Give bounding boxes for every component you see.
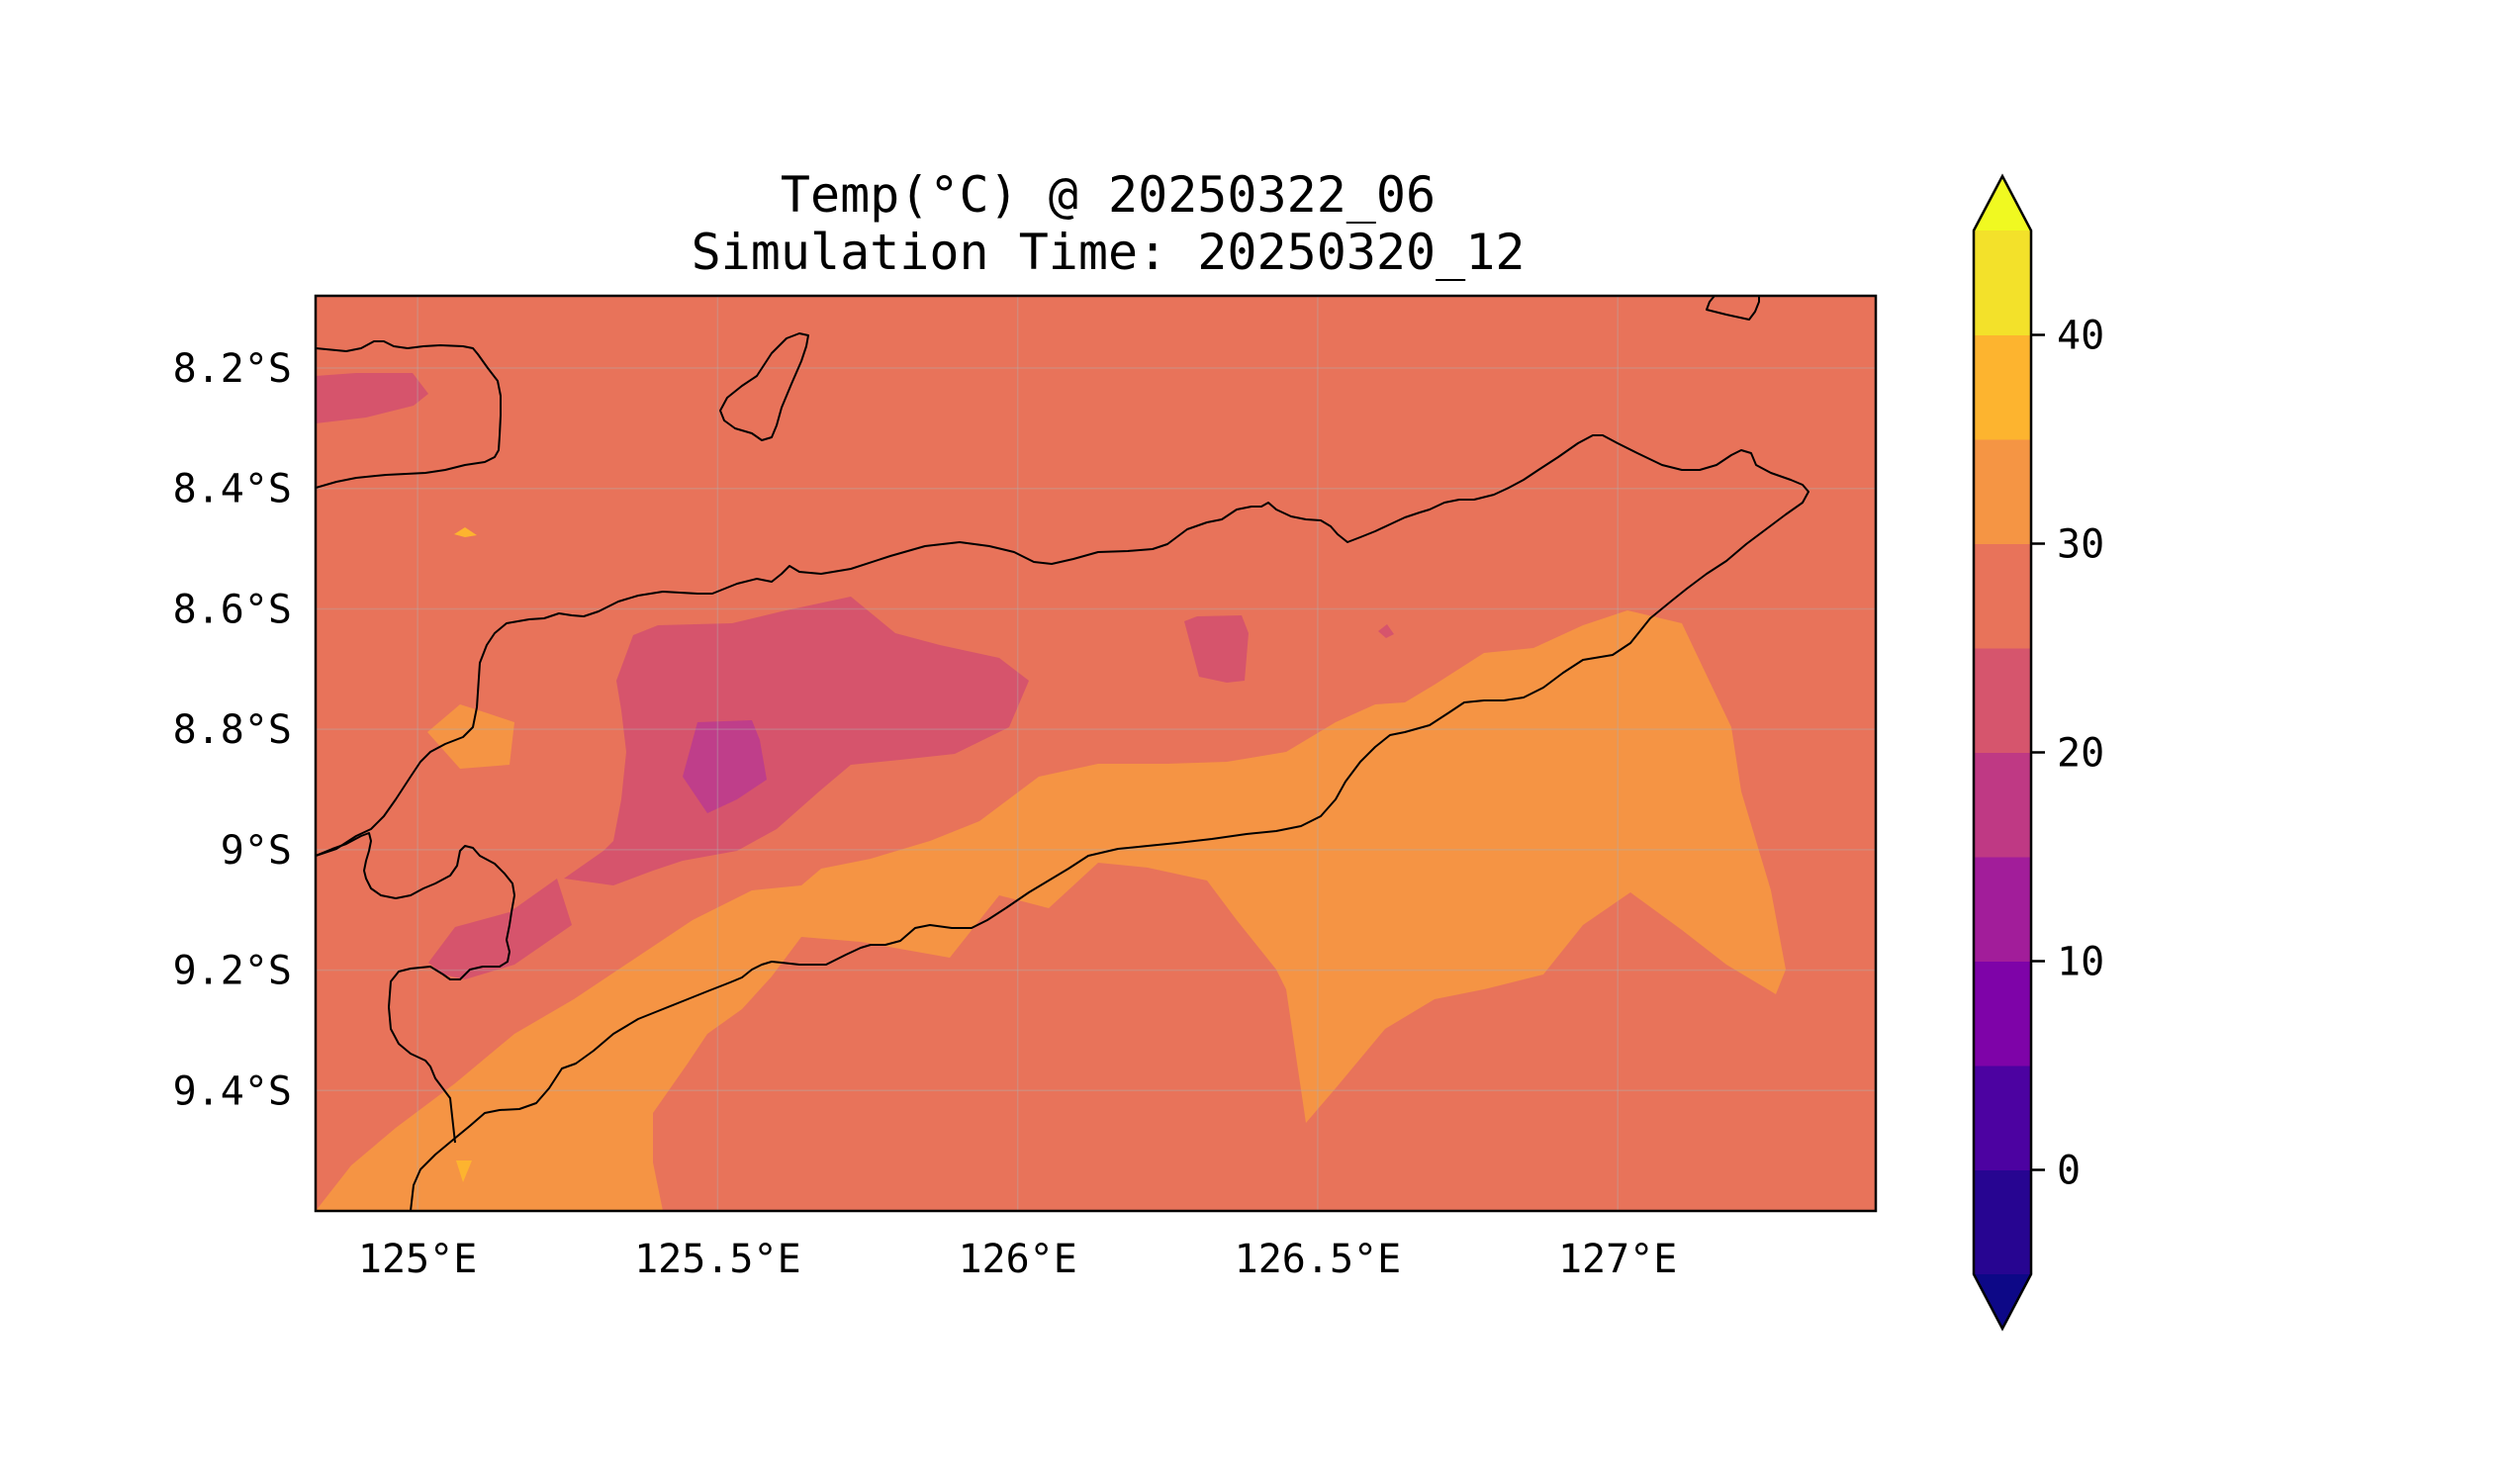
colorbar-segment <box>1974 1169 2031 1275</box>
y-tick-label: 9.2°S <box>173 949 292 994</box>
colorbar-segment <box>1974 439 2031 544</box>
timor-coastline <box>316 434 1809 1211</box>
contour-fill-20-25-speck <box>1378 624 1394 638</box>
y-tick-label: 9°S <box>221 828 292 874</box>
contour-fill-35-40-speck <box>456 1160 472 1182</box>
y-axis: 8.2°S 8.4°S 8.6°S 8.8°S 9°S 9.2°S 9.4°S <box>173 346 292 1114</box>
colorbar-tick-label: 30 <box>2057 522 2104 568</box>
contour-fill-35-40-speck <box>454 527 477 537</box>
colorbar-segment <box>1974 961 2031 1067</box>
contour-fill-30-35-south <box>316 610 1786 1211</box>
colorbar-segment <box>1974 857 2031 962</box>
map-title-line1: Temp(°C) @ 20250322_06 <box>780 166 1437 224</box>
contour-fill-30-35-west-patch <box>427 704 514 769</box>
coastlines <box>316 296 1809 1211</box>
colorbar-under-extension <box>1974 1274 2031 1329</box>
northeast-island-coastline <box>1706 296 1760 321</box>
y-tick-label: 9.4°S <box>173 1068 292 1114</box>
y-tick-label: 8.6°S <box>173 587 292 632</box>
colorbar-segment <box>1974 231 2031 335</box>
colorbar-segment <box>1974 752 2031 858</box>
x-tick-label: 126.5°E <box>1235 1237 1402 1282</box>
colorbar-tick-label: 10 <box>2057 940 2104 985</box>
colorbar-segment <box>1974 648 2031 753</box>
x-tick-label: 125°E <box>358 1237 477 1282</box>
y-tick-label: 8.4°S <box>173 467 292 512</box>
colorbar-segment <box>1974 1066 2031 1170</box>
graticule <box>316 296 1876 1211</box>
atauro-coastline <box>719 332 809 441</box>
colorbar-segment <box>1974 543 2031 649</box>
x-axis: 125°E 125.5°E 126°E 126.5°E 127°E <box>358 1237 1677 1282</box>
map-title-line2: Simulation Time: 20250320_12 <box>691 224 1526 281</box>
colorbar-tick-label: 20 <box>2057 731 2104 777</box>
colorbar: 0 10 20 30 40 <box>1972 173 2104 1332</box>
map-frame <box>314 294 1878 1213</box>
x-tick-label: 127°E <box>1558 1237 1677 1282</box>
contour-fill-20-25-southwest <box>428 879 572 979</box>
contour-fill-20-25-east-patch <box>1184 615 1249 683</box>
contour-fill-20-25-central <box>564 597 1029 885</box>
colorbar-over-extension <box>1974 176 2031 231</box>
alor-coastline <box>316 340 502 489</box>
map-area <box>316 296 1876 1211</box>
timor-inner-coastline <box>316 832 515 1144</box>
contour-fill-20-25-northwest <box>316 373 428 423</box>
colorbar-segment <box>1974 334 2031 440</box>
y-tick-label: 8.2°S <box>173 346 292 392</box>
colorbar-outline <box>1972 173 2033 1332</box>
x-tick-label: 125.5°E <box>634 1237 801 1282</box>
x-tick-label: 126°E <box>958 1237 1076 1282</box>
colorbar-tick-label: 0 <box>2057 1149 2081 1194</box>
y-tick-label: 8.8°S <box>173 707 292 753</box>
contour-fill-15-20-core <box>683 720 767 813</box>
colorbar-tick-label: 40 <box>2057 314 2104 359</box>
